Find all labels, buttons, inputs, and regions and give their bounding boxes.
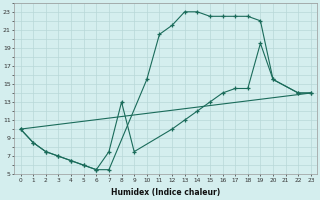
X-axis label: Humidex (Indice chaleur): Humidex (Indice chaleur) (111, 188, 220, 197)
